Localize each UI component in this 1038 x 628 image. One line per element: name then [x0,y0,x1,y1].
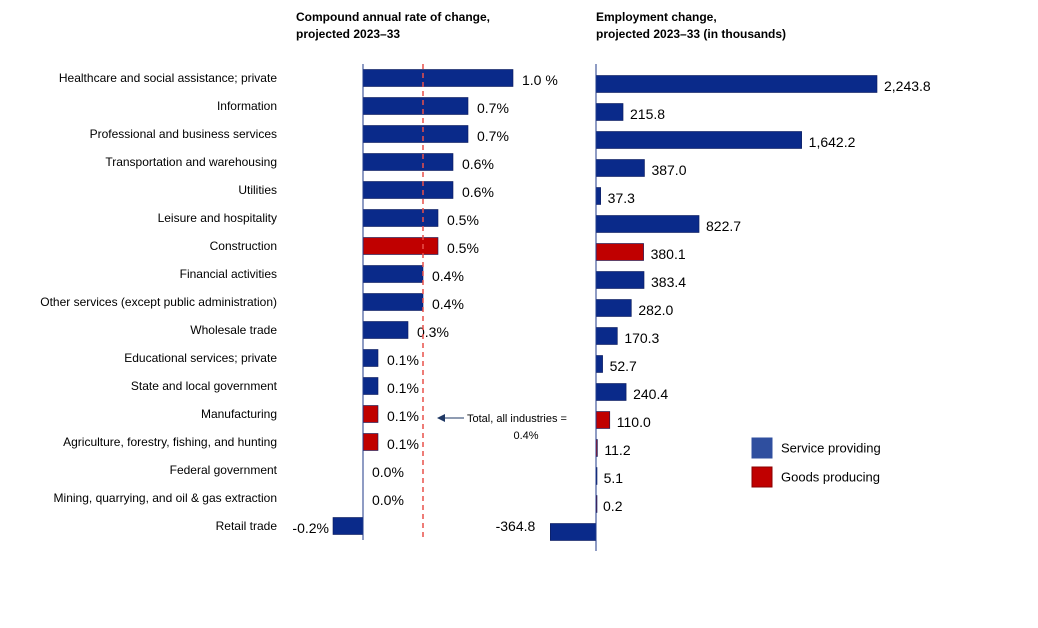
right-panel-title-line2: projected 2023–33 (in thousands) [596,27,786,41]
left-panel-title-line2: projected 2023–33 [296,27,400,41]
employment-value-educational-services-private: 52.7 [610,358,637,374]
employment-bar-retail-trade [550,523,597,541]
legend-swatch-service [751,437,773,459]
employment-value-wholesale-trade: 170.3 [624,330,659,346]
rate-value-leisure-and-hospitality: 0.5% [447,212,479,228]
rate-bar-retail-trade [332,517,364,535]
employment-value-mining-quarrying-and-oil-gas-extraction: 0.2 [603,498,623,514]
rate-value-mining-quarrying-and-oil-gas-extraction: 0.0% [372,492,404,508]
rate-bar-state-and-local-government [362,377,379,395]
employment-bar-manufacturing [595,411,611,429]
employment-value-utilities: 37.3 [608,190,635,206]
employment-bar-professional-and-business-services [595,131,802,149]
right-panel-title-line1: Employment change, [596,10,717,24]
category-label-wholesale-trade: Wholesale trade [190,323,277,337]
rate-bar-transportation-and-warehousing [362,153,454,171]
rate-value-wholesale-trade: 0.3% [417,324,449,340]
category-label-agriculture-forestry-fishing-and-hunting: Agriculture, forestry, fishing, and hunt… [63,435,277,449]
category-label-information: Information [217,99,277,113]
rate-bar-information [362,97,469,115]
employment-bar-utilities [595,187,601,205]
employment-value-other-services-except-public-administration: 282.0 [638,302,673,318]
employment-value-transportation-and-warehousing: 387.0 [651,162,686,178]
employment-value-state-and-local-government: 240.4 [633,386,668,402]
category-labels: Healthcare and social assistance; privat… [40,71,277,533]
category-label-retail-trade: Retail trade [216,519,278,533]
rate-value-agriculture-forestry-fishing-and-hunting: 0.1% [387,436,419,452]
reference-label-line2: 0.4% [513,430,538,442]
legend: Service providing Goods producing [751,437,881,488]
category-label-leisure-and-hospitality: Leisure and hospitality [158,211,277,225]
category-label-federal-government: Federal government [170,463,278,477]
category-label-mining-quarrying-and-oil-gas-extraction: Mining, quarrying, and oil & gas extract… [54,491,277,505]
employment-bar-other-services-except-public-administration [595,299,632,317]
left-panel-title-line1: Compound annual rate of change, [296,10,490,24]
rate-bar-wholesale-trade [362,321,409,339]
category-label-utilities: Utilities [238,183,277,197]
rate-value-healthcare-and-social-assistance-private: 1.0 % [522,72,558,88]
rate-value-professional-and-business-services: 0.7% [477,128,509,144]
rate-bar-educational-services-private [362,349,379,367]
category-label-manufacturing: Manufacturing [201,407,277,421]
rate-value-state-and-local-government: 0.1% [387,380,419,396]
reference-label-line1: Total, all industries = [467,413,567,425]
legend-label-goods: Goods producing [781,470,880,485]
reference-annotation: Total, all industries = 0.4% [437,413,567,442]
rate-bar-leisure-and-hospitality [362,209,439,227]
employment-value-agriculture-forestry-fishing-and-hunting: 11.2 [604,442,630,458]
rate-value-information: 0.7% [477,100,509,116]
category-label-professional-and-business-services: Professional and business services [90,127,277,141]
legend-swatch-goods [751,466,773,488]
employment-bar-healthcare-and-social-assistance-private [595,75,878,93]
rate-value-financial-activities: 0.4% [432,268,464,284]
rate-value-educational-services-private: 0.1% [387,352,419,368]
rate-value-transportation-and-warehousing: 0.6% [462,156,494,172]
employment-value-financial-activities: 383.4 [651,274,686,290]
rate-bar-professional-and-business-services [362,125,469,143]
employment-value-healthcare-and-social-assistance-private: 2,243.8 [884,78,931,94]
category-label-construction: Construction [210,239,277,253]
employment-bar-wholesale-trade [595,327,618,345]
rate-bar-construction [362,237,439,255]
employment-bar-information [595,103,624,121]
rate-bar-financial-activities [362,265,424,283]
employment-bar-leisure-and-hospitality [595,215,700,233]
annotation-arrow-icon [437,414,445,422]
employment-value-manufacturing: 110.0 [617,414,651,430]
legend-label-service: Service providing [781,441,881,456]
rate-bar-other-services-except-public-administration [362,293,424,311]
rate-value-manufacturing: 0.1% [387,408,419,424]
rate-bar-utilities [362,181,454,199]
rate-value-utilities: 0.6% [462,184,494,200]
employment-bar-educational-services-private [595,355,603,373]
employment-value-information: 215.8 [630,106,665,122]
rate-bar-healthcare-and-social-assistance-private [362,69,514,87]
rate-bar-agriculture-forestry-fishing-and-hunting [362,433,379,451]
employment-bar-transportation-and-warehousing [595,159,645,177]
employment-value-leisure-and-hospitality: 822.7 [706,218,741,234]
employment-bar-financial-activities [595,271,645,289]
employment-bars: 2,243.8 215.8 1,642.2 387.0 37.3 822.7 380.1 38… [496,75,931,541]
rate-value-retail-trade: -0.2% [292,520,329,536]
rate-value-other-services-except-public-administration: 0.4% [432,296,464,312]
category-label-financial-activities: Financial activities [180,267,277,281]
rate-value-federal-government: 0.0% [372,464,404,480]
category-label-state-and-local-government: State and local government [131,379,278,393]
employment-value-retail-trade: -364.8 [496,518,536,534]
rate-value-construction: 0.5% [447,240,479,256]
employment-value-federal-government: 5.1 [604,470,624,486]
category-label-transportation-and-warehousing: Transportation and warehousing [105,155,277,169]
category-label-other-services-except-public-administration: Other services (except public administra… [40,295,277,309]
employment-bar-state-and-local-government [595,383,627,401]
category-label-educational-services-private: Educational services; private [124,351,277,365]
employment-value-construction: 380.1 [651,246,686,262]
category-label-healthcare-and-social-assistance-private: Healthcare and social assistance; privat… [59,71,277,85]
rate-bar-manufacturing [362,405,379,423]
rate-bars: 1.0 % 0.7% 0.7% 0.6% 0.6% 0.5% 0.5% 0.4% 0.4% 0.3… [292,69,558,536]
employment-bar-construction [595,243,644,261]
employment-value-professional-and-business-services: 1,642.2 [809,134,856,150]
